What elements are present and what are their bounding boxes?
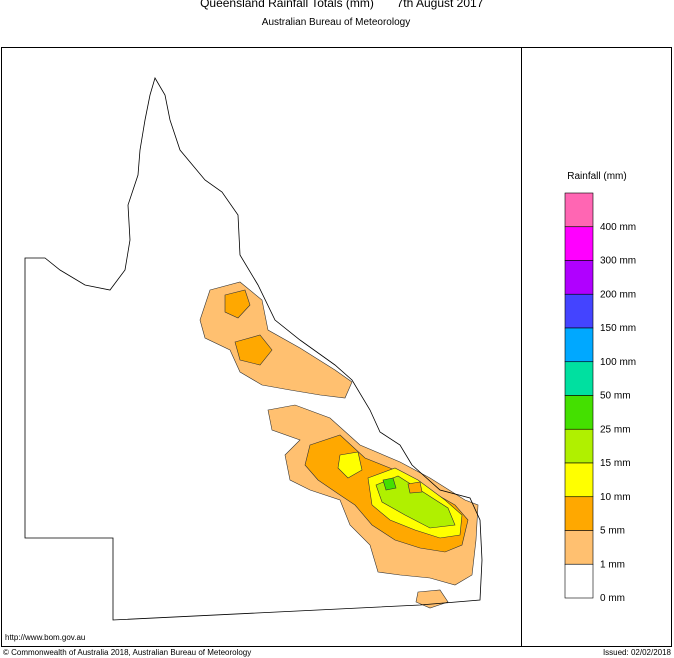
legend-swatch: [564, 428, 594, 464]
legend: 400 mm 300 mm 200 mm 150 mm 100 mm 50 mm 25 mm…: [564, 192, 636, 604]
legend-label: 300 mm: [600, 256, 636, 267]
legend-swatch: [564, 530, 594, 565]
legend-label: 200 mm: [600, 289, 636, 300]
issued-date: Issued: 02/02/2018: [603, 648, 672, 657]
legend-swatch: [564, 563, 594, 599]
legend-swatch: [564, 327, 594, 363]
legend-label: 150 mm: [600, 323, 636, 334]
subtitle: Australian Bureau of Meteorology: [262, 17, 410, 28]
legend-label: 10 mm: [600, 492, 631, 503]
copyright: © Commonwealth of Australia 2018, Austra…: [3, 648, 251, 657]
date: 7th August 2017: [397, 0, 484, 10]
title: Queensland Rainfall Totals (mm): [200, 0, 374, 10]
rainfall-areas: [199, 281, 479, 609]
legend-swatch: [564, 361, 594, 396]
state-outline: [24, 77, 483, 621]
legend-title: Rainfall (mm): [567, 171, 626, 182]
legend-label: 400 mm: [600, 222, 636, 233]
legend-label: 0 mm: [600, 593, 625, 604]
legend-label: 100 mm: [600, 357, 636, 368]
legend-label: 5 mm: [600, 526, 625, 537]
legend-swatch: [564, 293, 594, 329]
legend-swatch: [564, 192, 594, 228]
legend-label: 1 mm: [600, 559, 625, 570]
legend-swatch: [564, 496, 594, 531]
legend-swatch: [564, 260, 594, 295]
legend-swatch: [564, 395, 594, 430]
source-url: http://www.bom.gov.au: [5, 633, 85, 642]
legend-label: 50 mm: [600, 391, 631, 402]
legend-swatch: [564, 462, 594, 498]
legend-swatch: [564, 226, 594, 261]
legend-label: 25 mm: [600, 424, 631, 435]
legend-label: 15 mm: [600, 458, 631, 469]
map-frame: [1, 47, 672, 647]
